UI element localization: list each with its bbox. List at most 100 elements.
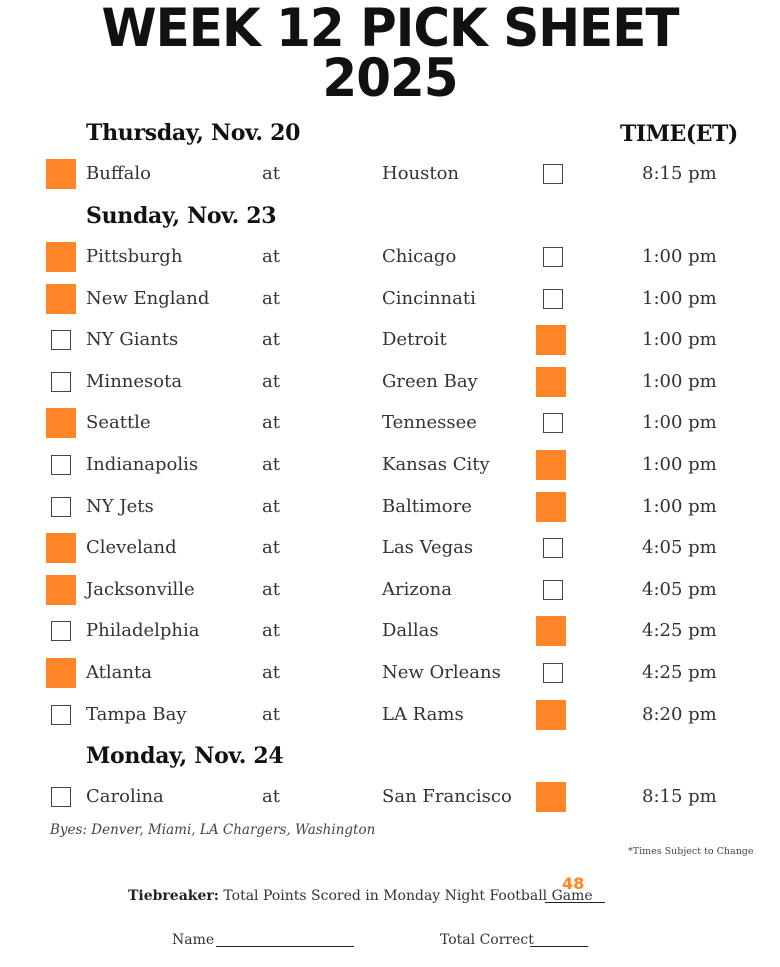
game-time: 1:00 pm [642, 495, 717, 517]
game-row: Buffalo at Houston 8:15 pm [0, 154, 780, 194]
away-pick-checkbox-checked[interactable] [46, 533, 76, 564]
game-time: 8:15 pm [642, 163, 717, 184]
at-label: at [262, 412, 280, 434]
game-row: New England at Cincinnati 1:00 pm [0, 279, 780, 319]
away-pick-checkbox[interactable] [51, 704, 71, 725]
game-row: Tampa Bay at LA Rams 8:20 pm [0, 695, 780, 735]
away-pick-checkbox[interactable] [51, 330, 71, 351]
game-row: Carolina at San Francisco 8:15 pm [0, 777, 780, 817]
at-label: at [262, 786, 280, 807]
tiebreaker: Tiebreaker: Total Points Scored in Monda… [128, 888, 593, 904]
home-pick-checkbox-checked[interactable] [536, 699, 566, 730]
away-team: Minnesota [86, 370, 183, 392]
at-label: at [262, 578, 280, 600]
home-team: Detroit [382, 329, 447, 351]
away-team: Carolina [86, 786, 164, 807]
home-team: Dallas [382, 620, 439, 642]
game-row: NY Giants at Detroit 1:00 pm [0, 320, 780, 360]
away-team: NY Giants [86, 329, 179, 351]
home-pick-checkbox[interactable] [543, 164, 563, 184]
away-pick-checkbox[interactable] [51, 621, 71, 642]
day-heading: Thursday, Nov. 20 [86, 120, 301, 146]
time-column-header: TIME(ET) [620, 121, 738, 147]
game-row: Minnesota at Green Bay 1:00 pm [0, 362, 780, 402]
at-label: at [262, 370, 280, 392]
away-pick-checkbox[interactable] [51, 496, 71, 517]
away-pick-checkbox-checked[interactable] [46, 574, 76, 605]
away-team: Seattle [86, 412, 151, 434]
away-pick-checkbox-checked[interactable] [46, 283, 76, 314]
game-time: 1:00 pm [642, 329, 717, 351]
game-time: 8:20 pm [642, 703, 717, 725]
at-label: at [262, 329, 280, 351]
game-time: 1:00 pm [642, 370, 717, 392]
away-pick-checkbox-checked[interactable] [46, 159, 76, 189]
tiebreaker-text: Total Points Scored in Monday Night Foot… [223, 888, 593, 904]
home-pick-checkbox[interactable] [543, 538, 563, 559]
page-title-line1: WEEK 12 PICK SHEET [101, 0, 680, 59]
game-row: NY Jets at Baltimore 1:00 pm [0, 487, 780, 527]
game-time: 4:05 pm [642, 578, 717, 600]
at-label: at [262, 454, 280, 475]
game-time: 8:15 pm [642, 786, 717, 807]
home-pick-checkbox[interactable] [543, 288, 563, 309]
home-pick-checkbox[interactable] [543, 247, 563, 267]
home-team: Green Bay [382, 370, 478, 392]
away-team: NY Jets [86, 495, 154, 517]
tiebreaker-value[interactable]: 48 [562, 874, 585, 893]
home-pick-checkbox[interactable] [543, 413, 563, 434]
home-team: Chicago [382, 246, 457, 267]
day-heading: Sunday, Nov. 23 [86, 203, 277, 229]
tiebreaker-line[interactable] [545, 902, 605, 903]
at-label: at [262, 246, 280, 267]
away-pick-checkbox-checked[interactable] [46, 408, 76, 439]
tiebreaker-label: Tiebreaker: [128, 888, 219, 904]
away-team: Tampa Bay [86, 703, 187, 725]
home-team: Tennessee [382, 412, 477, 434]
home-team: Kansas City [382, 454, 490, 475]
at-label: at [262, 703, 280, 725]
home-team: San Francisco [382, 786, 512, 807]
game-row: Atlanta at New Orleans 4:25 pm [0, 653, 780, 693]
home-team: Cincinnati [382, 287, 476, 309]
home-pick-checkbox[interactable] [543, 663, 563, 683]
away-pick-checkbox[interactable] [51, 455, 71, 475]
at-label: at [262, 537, 280, 559]
home-pick-checkbox[interactable] [543, 579, 563, 600]
away-pick-checkbox[interactable] [51, 371, 71, 392]
times-subject-note: *Times Subject to Change [628, 846, 754, 857]
home-pick-checkbox-checked[interactable] [536, 491, 566, 522]
byes-note: Byes: Denver, Miami, LA Chargers, Washin… [50, 822, 376, 838]
home-team: New Orleans [382, 662, 501, 683]
page-title-line2: 2025 [322, 47, 458, 109]
game-time: 1:00 pm [642, 246, 717, 267]
away-team: New England [86, 287, 210, 309]
away-pick-checkbox-checked[interactable] [46, 242, 76, 272]
game-row: Philadelphia at Dallas 4:25 pm [0, 611, 780, 651]
at-label: at [262, 495, 280, 517]
home-team: Arizona [382, 578, 453, 600]
game-time: 4:25 pm [642, 620, 717, 642]
game-time: 1:00 pm [642, 454, 717, 475]
game-time: 4:05 pm [642, 537, 717, 559]
away-team: Cleveland [86, 537, 177, 559]
away-pick-checkbox[interactable] [51, 787, 71, 807]
home-pick-checkbox-checked[interactable] [536, 325, 566, 356]
game-time: 4:25 pm [642, 662, 717, 683]
home-pick-checkbox-checked[interactable] [536, 782, 566, 812]
at-label: at [262, 287, 280, 309]
total-correct-line[interactable] [530, 946, 588, 947]
away-pick-checkbox-checked[interactable] [46, 658, 76, 688]
name-label: Name [172, 932, 215, 948]
game-row: Pittsburgh at Chicago 1:00 pm [0, 237, 780, 277]
total-correct-label: Total Correct [440, 932, 534, 948]
at-label: at [262, 163, 280, 184]
game-row: Seattle at Tennessee 1:00 pm [0, 403, 780, 443]
name-line[interactable] [216, 946, 354, 947]
home-pick-checkbox-checked[interactable] [536, 366, 566, 397]
home-team: LA Rams [382, 703, 464, 725]
home-pick-checkbox-checked[interactable] [536, 616, 566, 647]
home-team: Houston [382, 163, 460, 184]
home-pick-checkbox-checked[interactable] [536, 450, 566, 480]
at-label: at [262, 620, 280, 642]
